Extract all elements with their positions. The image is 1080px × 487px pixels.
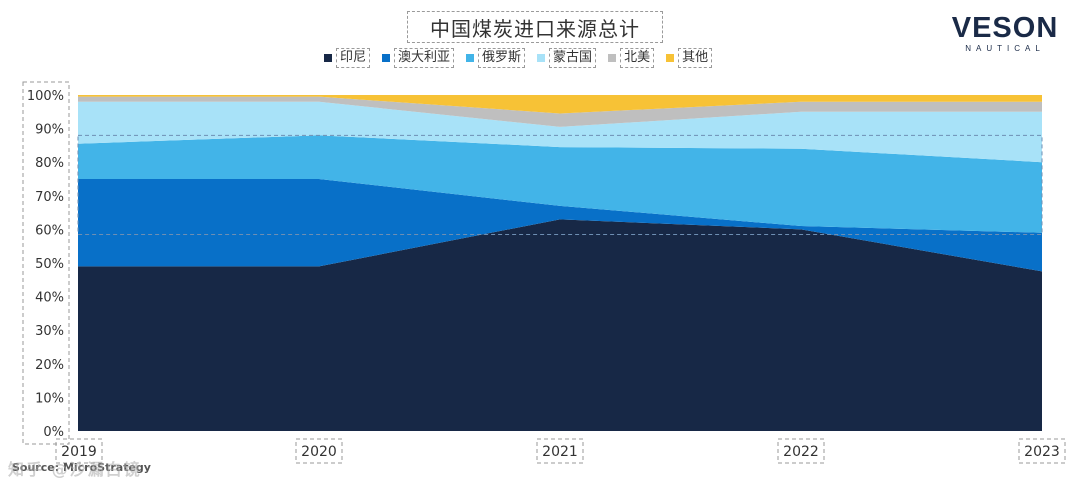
x-tick-label: 2020 [301, 444, 337, 460]
legend-item-3: 蒙古国 [531, 47, 600, 69]
legend-swatch-3 [537, 54, 546, 62]
area-series-4 [78, 96, 1042, 127]
area-series-5 [78, 95, 1042, 114]
legend-label-2: 俄罗斯 [478, 48, 526, 68]
area-series-0 [78, 219, 1042, 431]
x-tick-frame [295, 438, 343, 464]
y-tick-label: 100% [27, 89, 64, 104]
x-tick-frame [777, 438, 825, 464]
y-tick-label: 70% [35, 190, 64, 205]
legend-swatch-2 [466, 54, 475, 62]
legend-label-0: 印尼 [336, 48, 371, 68]
x-tick-frame [55, 438, 103, 464]
logo-wordmark: VESON [951, 12, 1059, 44]
legend-item-4: 北美 [602, 47, 658, 69]
area-series-2 [78, 135, 1042, 233]
y-tick-label: 50% [35, 257, 64, 272]
y-tick-label: 40% [35, 291, 64, 306]
chart-title: 中国煤炭进口来源总计 [407, 11, 663, 43]
y-tick-label: 90% [35, 123, 64, 138]
legend-label-3: 蒙古国 [549, 48, 597, 68]
x-tick-frame [536, 438, 584, 464]
x-tick-frame [1018, 438, 1066, 464]
legend-swatch-5 [666, 54, 675, 62]
legend-label-5: 其他 [678, 48, 713, 68]
y-tick-label: 80% [35, 156, 64, 171]
logo-subtitle: NAUTICAL [965, 44, 1045, 53]
veson-logo: VESON NAUTICAL [945, 12, 1065, 58]
y-tick-label: 10% [35, 391, 64, 406]
area-series-3 [78, 101, 1042, 163]
y-tick-label: 60% [35, 223, 64, 238]
legend-label-1: 澳大利亚 [394, 48, 455, 68]
legend-item-5: 其他 [660, 47, 716, 69]
legend-swatch-4 [608, 54, 617, 62]
legend-item-0: 印尼 [318, 47, 374, 69]
legend-swatch-1 [382, 54, 391, 62]
x-tick-label: 2021 [542, 444, 578, 460]
legend: 印尼 澳大利亚 俄罗斯 蒙古国 北美 其他 [318, 46, 716, 70]
x-tick-label: 2023 [1024, 444, 1060, 460]
y-axis-frame [22, 81, 70, 445]
x-tick-label: 2022 [783, 444, 819, 460]
y-tick-label: 20% [35, 358, 64, 373]
source-note: Source: MicroStrategy [12, 461, 151, 474]
y-tick-label: 0% [43, 425, 64, 440]
x-tick-label: 2019 [61, 444, 97, 460]
watermark: 知乎 @沙漏白镜 [8, 460, 142, 479]
legend-item-2: 俄罗斯 [460, 47, 529, 69]
area-series-1 [78, 179, 1042, 272]
legend-item-1: 澳大利亚 [376, 47, 458, 69]
legend-label-4: 北美 [620, 48, 655, 68]
legend-swatch-0 [324, 54, 332, 62]
y-tick-label: 30% [35, 324, 64, 339]
